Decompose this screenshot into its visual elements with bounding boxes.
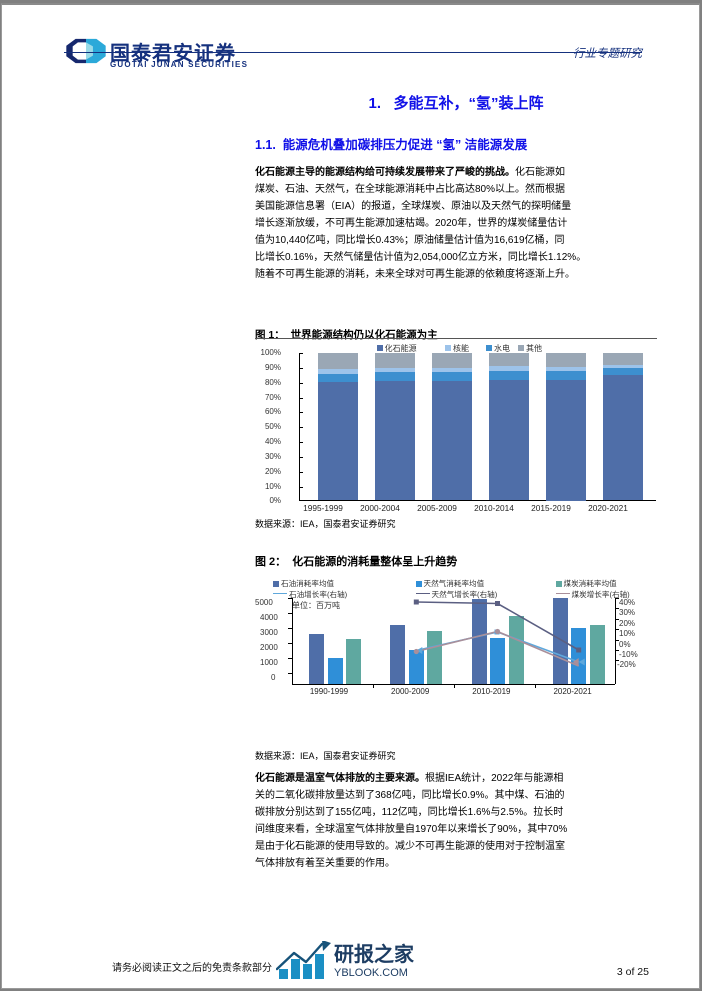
svg-text:YBLOOK.COM: YBLOOK.COM [334, 967, 408, 979]
svg-text:研报之家: 研报之家 [334, 942, 415, 966]
